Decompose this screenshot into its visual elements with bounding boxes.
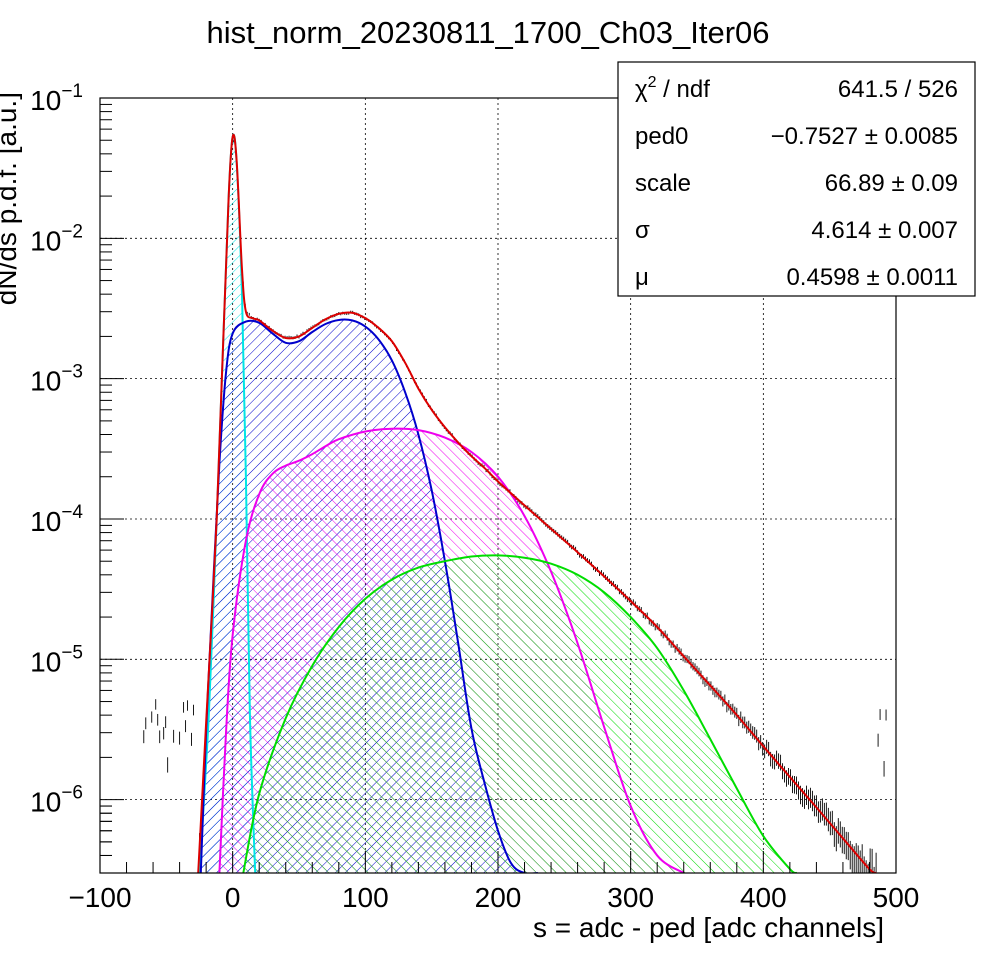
- y-tick-label: 10−4: [30, 502, 83, 537]
- stats-label: scale: [635, 170, 691, 197]
- x-tick-label: 100: [342, 882, 389, 913]
- stats-label: χ2 / ndf: [635, 74, 710, 103]
- stats-value: 641.5 / 526: [838, 76, 958, 103]
- total-fit-curve: [197, 133, 877, 873]
- component-green-curve: [242, 554, 798, 873]
- y-tick-label: 10−5: [30, 642, 83, 677]
- x-tick-label: 0: [225, 882, 241, 913]
- stats-value: 4.614 ± 0.007: [811, 217, 958, 244]
- plot-area: [143, 133, 887, 873]
- x-axis-label: s = adc - ped [adc channels]: [533, 912, 884, 943]
- component-blue-curve: [199, 318, 538, 873]
- x-tick-label: −100: [68, 882, 131, 913]
- stats-label: σ: [635, 217, 650, 244]
- stats-label: μ: [635, 264, 649, 291]
- y-tick-label: 10−2: [30, 221, 83, 256]
- x-tick-label: 300: [607, 882, 654, 913]
- x-tick-label: 200: [475, 882, 522, 913]
- axis-ticks: −100 0 100 200 300 400 500 10−1 10−2 10−3 10−4 10−5…: [30, 81, 919, 913]
- x-tick-label: 400: [740, 882, 787, 913]
- y-axis-label: dN/ds p.d.f. [a.u.]: [0, 92, 22, 305]
- y-tick-label: 10−1: [30, 81, 83, 116]
- stats-label: ped0: [635, 123, 688, 150]
- stats-value: 66.89 ± 0.09: [825, 170, 958, 197]
- y-tick-label: 10−6: [30, 783, 83, 818]
- stats-value: −0.7527 ± 0.0085: [771, 123, 958, 150]
- component-green-curve-fill: [243, 555, 797, 873]
- stats-box: χ2 / ndf 641.5 / 526 ped0 −0.7527 ± 0.0085 s…: [617, 61, 976, 297]
- y-tick-label: 10−3: [30, 362, 83, 397]
- stats-box-frame: [617, 61, 976, 297]
- chart-title: hist_norm_20230811_1700_Ch03_Iter06: [206, 15, 769, 50]
- component-magenta-curve: [218, 427, 685, 873]
- x-tick-label: 500: [873, 882, 920, 913]
- stats-value: 0.4598 ± 0.0011: [786, 264, 958, 291]
